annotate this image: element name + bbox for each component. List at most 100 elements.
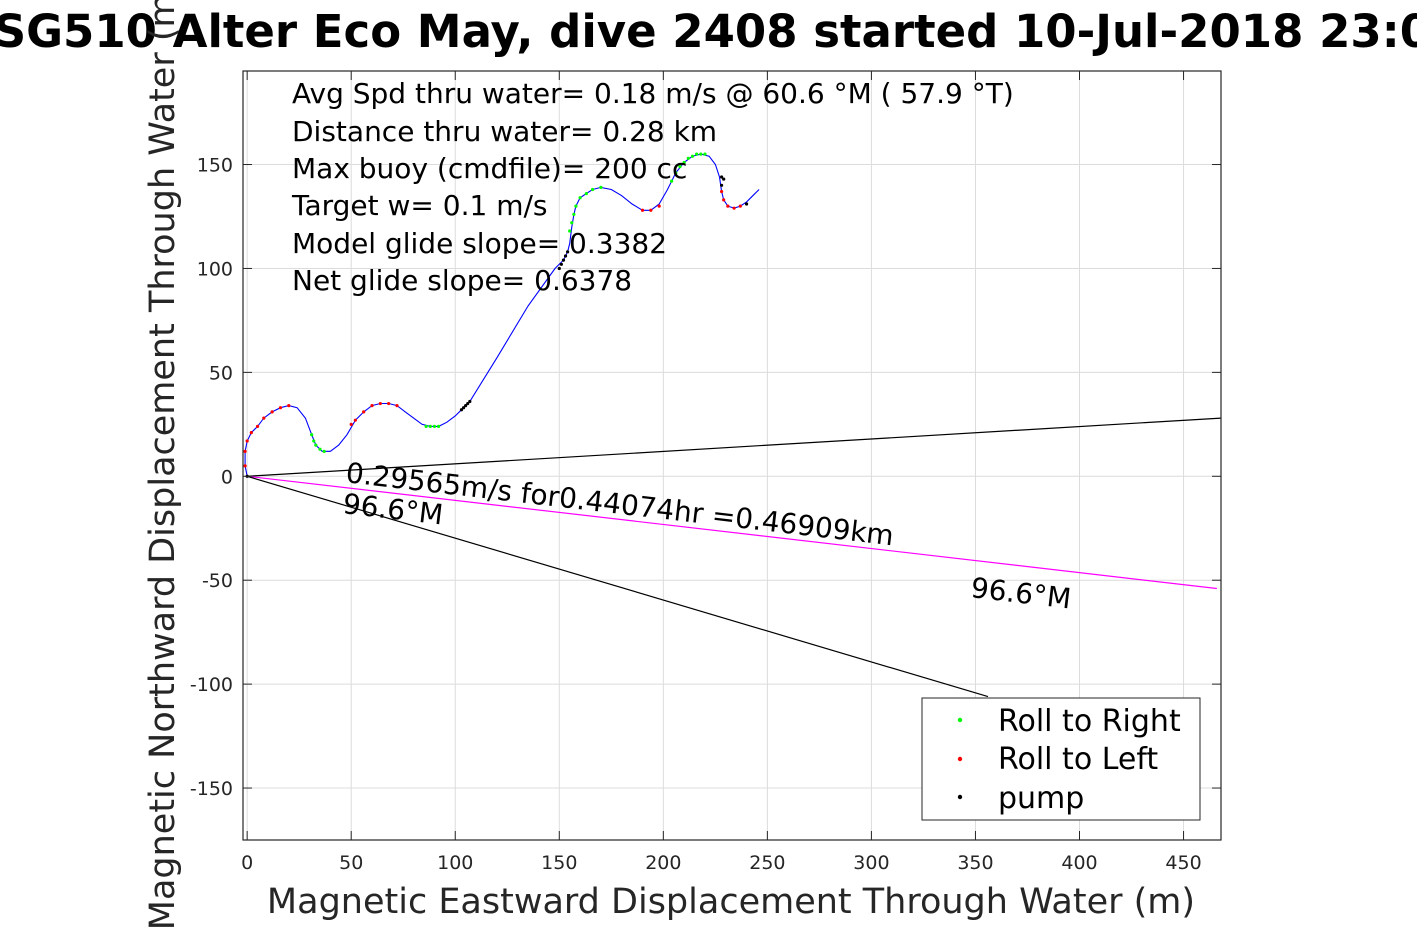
summary-annotation: Avg Spd thru water= 0.18 m/s @ 60.6 °M (… [291, 77, 1014, 297]
pump-point [461, 406, 466, 410]
roll-left-point [243, 449, 247, 453]
roll-right-point [699, 152, 703, 156]
roll-right-point [570, 221, 574, 225]
y-tick-label: -50 [202, 570, 233, 592]
pump-point [466, 401, 470, 406]
roll-right-point [584, 192, 588, 196]
pump-point [459, 408, 464, 412]
heading-line [246, 475, 989, 698]
pump-point [719, 183, 724, 187]
roll-left-point [278, 406, 283, 410]
pump-point [722, 177, 726, 181]
roll-right-point [322, 449, 326, 453]
y-tick-label: -150 [190, 778, 233, 800]
x-tick-label: 450 [1165, 852, 1201, 874]
roll-right-point [682, 160, 686, 165]
x-tick-label: 50 [339, 852, 363, 874]
y-tick-label: 50 [209, 362, 233, 384]
vector-line [247, 475, 1217, 590]
roll-left-point [649, 208, 653, 212]
points-layer [243, 152, 749, 478]
roll-left-point [726, 204, 730, 208]
roll-right-point [572, 212, 576, 217]
roll-right-point [310, 433, 314, 437]
x-tick-label: 100 [437, 852, 473, 874]
roll-left-point [243, 464, 247, 468]
chart-title: SG510 Alter Eco May, dive 2408 started 1… [0, 5, 1417, 58]
roll-right-point [424, 424, 428, 429]
roll-left-point [395, 404, 399, 408]
y-tick-label: 0 [221, 466, 233, 488]
y-axis-label: Magnetic Northward Displacement Through … [143, 0, 183, 930]
pump-point [566, 250, 570, 254]
roll-right-point [314, 443, 318, 447]
roll-right-point [428, 424, 432, 429]
summary-line-target-w: Target w= 0.1 m/s [291, 189, 548, 222]
roll-right-point [670, 179, 674, 183]
x-tick-label: 200 [645, 852, 681, 874]
roll-right-point [678, 165, 682, 169]
roll-left-point [362, 410, 366, 414]
pump-point [557, 266, 561, 271]
y-tick-label: -100 [190, 674, 233, 696]
roll-right-point [703, 152, 707, 156]
roll-left-point [378, 401, 382, 406]
reference-lines [246, 417, 1221, 698]
roll-left-point [255, 424, 260, 429]
x-tick-label: 350 [957, 852, 993, 874]
plot-frame [242, 70, 1222, 841]
legend-marker-roll-left [957, 756, 963, 762]
legend-marker-pump [957, 794, 963, 800]
roll-right-point [568, 229, 572, 233]
roll-right-point [690, 154, 695, 158]
roll-right-point [686, 156, 690, 160]
roll-right-point [312, 439, 316, 443]
roll-right-point [674, 171, 678, 175]
roll-right-point [432, 424, 437, 429]
legend-label-pump: pump [998, 781, 1084, 816]
roll-right-point [590, 187, 595, 192]
x-tick-label: 300 [853, 852, 889, 874]
roll-left-point [387, 401, 391, 406]
summary-line-max-buoy: Max buoy (cmdfile)= 200 cc [292, 152, 687, 185]
pump-point [719, 175, 724, 179]
roll-left-point [349, 422, 353, 426]
legend-marker-roll-right [957, 717, 963, 723]
roll-left-point [722, 198, 726, 202]
pump-point [563, 254, 568, 258]
pump-point [744, 202, 749, 206]
roll-right-point [318, 447, 322, 451]
roll-left-point [270, 410, 274, 414]
pump-point [561, 258, 566, 262]
roll-left-point [262, 416, 266, 420]
summary-line-model-glide: Model glide slope= 0.3382 [292, 227, 667, 260]
roll-left-point [738, 204, 742, 208]
x-tick-label: 150 [541, 852, 577, 874]
x-tick-label: 250 [749, 852, 785, 874]
roll-right-point [599, 185, 603, 189]
summary-line-net-glide: Net glide slope= 0.6378 [292, 264, 632, 297]
ticks: 0 50 100 150 200 250 300 350 400 450 -150 -100 -50 0 5… [190, 71, 1221, 874]
roll-right-point [437, 424, 441, 429]
pump-point [468, 399, 472, 404]
roll-right-point [578, 196, 582, 200]
roll-right-point [695, 152, 699, 156]
y-tick-label: 150 [197, 155, 233, 177]
y-tick-label: 100 [197, 258, 233, 280]
roll-left-point [657, 204, 661, 208]
legend-label-roll-left: Roll to Left [998, 742, 1158, 777]
legend-label-roll-right: Roll to Right [998, 704, 1181, 739]
roll-left-point [732, 206, 736, 210]
roll-left-point [249, 431, 253, 435]
x-tick-label: 400 [1061, 852, 1097, 874]
pump-point [559, 262, 563, 266]
legend-box [921, 697, 1201, 821]
roll-right-point [574, 204, 578, 208]
x-axis-label: Magnetic Eastward Displacement Through W… [267, 882, 1195, 922]
summary-line-distance: Distance thru water= 0.28 km [292, 115, 717, 148]
summary-line-avg-speed: Avg Spd thru water= 0.18 m/s @ 60.6 °M (… [292, 77, 1014, 110]
roll-left-point [245, 439, 249, 443]
roll-left-point [353, 418, 357, 422]
roll-left-point [640, 208, 645, 212]
pump-point [464, 404, 468, 408]
